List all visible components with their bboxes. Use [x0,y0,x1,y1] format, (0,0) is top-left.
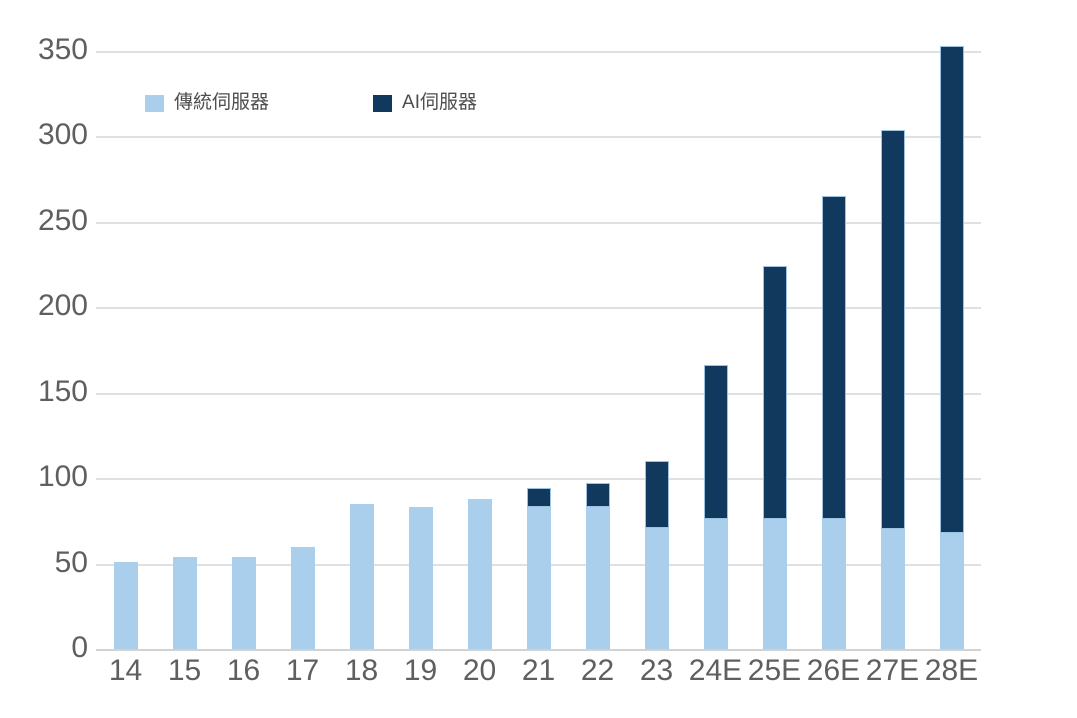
y-tick-label-300: 300 [37,118,88,152]
y-tick-label-50: 50 [54,545,88,579]
x-tick-label-15: 15 [167,654,202,687]
x-tick-label-22: 22 [580,654,615,687]
x-tick-label-18: 18 [344,654,379,687]
bar-26E [821,196,846,649]
x-tick-label-17: 17 [285,654,320,687]
x-tick-label-28E: 28E [924,654,979,687]
bar-16 [231,556,256,649]
x-axis-labels: 14 15 16 17 18 19 20 21 22 23 24E 25E 26E 27E 28E [96,654,981,688]
y-tick-label-200: 200 [37,289,88,323]
bar-slot-23 [627,461,686,649]
x-tick-label-26E: 26E [806,654,861,687]
bar-slot-28E [922,45,981,649]
bar-20 [467,498,492,649]
bar-slot-19 [391,507,450,649]
bar-slot-27E [863,129,922,649]
bar-segment-traditional-17 [290,546,315,649]
bar-19 [408,507,433,649]
bar-slot-22 [568,483,627,649]
bar-slot-20 [450,498,509,649]
bar-segment-ai-22 [585,483,610,508]
bar-27E [880,129,905,649]
x-tick-label-21: 21 [521,654,556,687]
y-tick-label-100: 100 [37,460,88,494]
gridline-350 [96,51,981,53]
x-tick-label-14: 14 [108,654,143,687]
x-tick-label-23: 23 [639,654,674,687]
bar-slot-16 [214,556,273,649]
bar-23 [644,461,669,649]
bar-segment-traditional-27E [880,529,905,649]
legend-item-traditional-servers: 傳統伺服器 [145,92,269,114]
gridline-100 [96,478,981,481]
bar-segment-traditional-14 [113,561,138,649]
plot-area: 傳統伺服器 AI伺服器 [96,45,981,651]
bar-slot-18 [332,503,391,649]
gridline-250 [96,221,981,224]
y-tick-label-350: 350 [37,33,88,66]
bar-segment-ai-25E [762,266,787,520]
legend-label-traditional: 傳統伺服器 [174,92,270,113]
bar-segment-traditional-20 [467,498,492,649]
bar-slot-25E [745,266,804,649]
legend-label-ai: AI伺服器 [402,92,477,113]
bar-segment-ai-28E [939,45,964,533]
legend-swatch-traditional-icon [145,94,164,112]
bar-15 [172,556,197,649]
x-tick-label-20: 20 [462,654,497,687]
bar-22 [585,483,610,649]
bar-segment-traditional-22 [585,507,610,649]
legend-swatch-ai-icon [373,94,393,112]
gridline-200 [96,307,981,310]
bar-17 [290,546,315,649]
bar-segment-traditional-28E [939,532,964,649]
bar-segment-ai-24E [703,365,728,520]
bar-slot-14 [96,561,155,649]
bar-25E [762,266,787,649]
bar-segment-ai-21 [526,488,551,508]
bar-segment-ai-23 [644,461,669,528]
bar-slot-17 [273,546,332,649]
bar-segment-traditional-18 [349,503,374,649]
bar-segment-ai-27E [880,129,905,530]
x-tick-label-27E: 27E [865,654,920,687]
bar-segment-traditional-19 [408,507,433,649]
y-tick-label-0: 0 [71,631,88,664]
bar-segment-traditional-25E [762,519,787,649]
bar-24E [703,365,728,649]
bar-segment-traditional-24E [703,519,728,649]
bar-segment-traditional-26E [821,519,846,649]
x-tick-label-19: 19 [403,654,438,687]
legend: 傳統伺服器 AI伺服器 [145,92,477,114]
x-tick-label-24E: 24E [688,654,743,687]
gridline-0 [96,649,981,651]
bar-slot-21 [509,488,568,649]
gridline-150 [96,392,981,395]
bar-21 [526,488,551,649]
bar-segment-traditional-16 [231,556,256,649]
bar-segment-traditional-23 [644,527,669,649]
gridline-300 [96,136,981,139]
bar-14 [113,561,138,649]
legend-item-ai-servers: AI伺服器 [373,92,477,114]
bar-segment-traditional-21 [526,507,551,649]
bars-container [96,45,981,649]
bar-slot-24E [686,365,745,649]
bar-slot-15 [155,556,214,649]
bar-segment-traditional-15 [172,556,197,649]
x-tick-label-16: 16 [226,654,261,687]
y-axis-labels: 0 50 100 150 200 250 300 350 [0,33,88,664]
y-tick-label-250: 250 [37,203,88,237]
bar-segment-ai-26E [821,196,846,520]
bar-18 [349,503,374,649]
y-tick-label-150: 150 [37,374,88,408]
bar-slot-26E [804,196,863,649]
bar-28E [939,45,964,649]
x-tick-label-25E: 25E [747,654,802,687]
